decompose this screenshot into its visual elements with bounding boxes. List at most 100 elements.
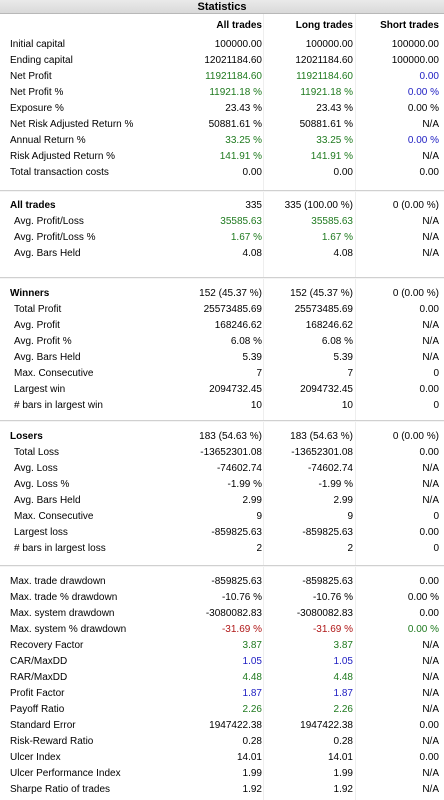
short-trades-value: N/A (422, 736, 439, 747)
short-trades-value: 0.00 (419, 576, 439, 587)
stat-label: Total transaction costs (10, 167, 109, 178)
stat-row: Avg. Loss -74602.74 -74602.74 N/A (0, 460, 444, 476)
short-trades-value: N/A (422, 336, 439, 347)
short-trades-value: N/A (422, 216, 439, 227)
stat-label: # bars in largest win (14, 400, 103, 411)
all-trades-value: 14.01 (236, 752, 262, 763)
stat-label: Losers (10, 431, 43, 442)
stat-label: Avg. Profit/Loss % (14, 232, 96, 243)
short-trades-value: 0.00 (419, 71, 439, 82)
short-trades-value: N/A (422, 232, 439, 243)
short-trades-value: 0 (0.00 %) (392, 431, 439, 442)
stat-row: Risk-Reward Ratio 0.28 0.28 N/A (0, 733, 444, 749)
long-trades-value: 4.48 (333, 672, 353, 683)
drawdown-section: Max. trade drawdown -859825.63 -859825.63 0… (0, 573, 444, 797)
stat-label: Max. trade % drawdown (10, 592, 118, 603)
long-trades-value: 2094732.45 (300, 384, 353, 395)
losers-section: Losers 183 (54.63 %) 183 (54.63 %) 0 (0.00 … (0, 428, 444, 556)
stat-label: Ulcer Performance Index (10, 768, 121, 779)
stat-row: Exposure % 23.43 % 23.43 % 0.00 % (0, 100, 444, 116)
all-trades-value: 335 (245, 200, 262, 211)
short-trades-value: 0.00 (419, 384, 439, 395)
long-trades-value: 23.43 % (316, 103, 353, 114)
long-trades-value: 141.91 % (310, 151, 353, 162)
long-trades-value: -3080082.83 (296, 608, 353, 619)
all-trades-value: 4.48 (242, 672, 262, 683)
all-trades-value: 2.99 (242, 495, 262, 506)
stat-label: Largest loss (14, 527, 68, 538)
stat-label: Total Loss (14, 447, 60, 458)
stat-row: Net Profit 11921184.60 11921184.60 0.00 (0, 68, 444, 84)
all-trades-value: 0.00 (242, 167, 262, 178)
stat-label: Total Profit (14, 304, 62, 315)
stat-label: Max. system % drawdown (10, 624, 127, 635)
stat-label: Max. Consecutive (14, 368, 94, 379)
stat-row: Largest win 2094732.45 2094732.45 0.00 (0, 381, 444, 397)
all-trades-value: -859825.63 (211, 576, 262, 587)
stat-row: Max. system % drawdown -31.69 % -31.69 % 0.… (0, 621, 444, 637)
stat-row: Total Loss -13652301.08 -13652301.08 0.00 (0, 444, 444, 460)
all-trades-value: 1.05 (242, 656, 262, 667)
column-divider (263, 14, 264, 800)
stat-row: Initial capital 100000.00 100000.00 100000.… (0, 36, 444, 52)
long-trades-value: -1.99 % (318, 479, 353, 490)
all-trades-value: -1.99 % (227, 479, 262, 490)
section-divider (0, 190, 444, 192)
long-trades-value: 1.99 (333, 768, 353, 779)
short-trades-value: 0.00 (419, 720, 439, 731)
short-trades-value: N/A (422, 479, 439, 490)
all-trades-value: 183 (54.63 %) (199, 431, 262, 442)
stat-row: Avg. Profit/Loss 35585.63 35585.63 N/A (0, 213, 444, 229)
stat-row: Total Profit 25573485.69 25573485.69 0.00 (0, 301, 444, 317)
stat-label: Net Risk Adjusted Return % (10, 119, 134, 130)
all-trades-value: 1.92 (242, 784, 262, 795)
all-trades-value: -3080082.83 (205, 608, 262, 619)
stat-row: Largest loss -859825.63 -859825.63 0.00 (0, 524, 444, 540)
short-trades-value: 0 (433, 543, 439, 554)
all-trades-value: -859825.63 (211, 527, 262, 538)
short-trades-value: 0 (433, 400, 439, 411)
section-divider (0, 277, 444, 279)
all-trades-value: 141.91 % (219, 151, 262, 162)
long-trades-value: 1.05 (333, 656, 353, 667)
stat-row: Net Risk Adjusted Return % 50881.61 % 5088… (0, 116, 444, 132)
stat-row: Max. Consecutive 7 7 0 (0, 365, 444, 381)
long-trades-value: 1.87 (333, 688, 353, 699)
long-trades-value: 50881.61 % (299, 119, 353, 130)
long-trades-value: 35585.63 (311, 216, 353, 227)
all-trades-value: 25573485.69 (203, 304, 262, 315)
long-trades-value: 5.39 (333, 352, 353, 363)
stat-row: Ending capital 12021184.60 12021184.60 1000… (0, 52, 444, 68)
all-trades-value: 2 (256, 543, 262, 554)
short-trades-value: N/A (422, 640, 439, 651)
stat-row: Avg. Profit % 6.08 % 6.08 % N/A (0, 333, 444, 349)
stat-label: Avg. Bars Held (14, 248, 81, 259)
short-trades-value: 0.00 (419, 447, 439, 458)
stat-row: Avg. Bars Held 4.08 4.08 N/A (0, 245, 444, 261)
long-trades-value: -31.69 % (312, 624, 353, 635)
all-trades-value: 152 (45.37 %) (199, 288, 262, 299)
short-trades-value: 0.00 (419, 752, 439, 763)
stat-row: Profit Factor 1.87 1.87 N/A (0, 685, 444, 701)
all-trades-value: 2094732.45 (209, 384, 262, 395)
long-trades-value: 9 (347, 511, 353, 522)
stat-row: Avg. Profit 168246.62 168246.62 N/A (0, 317, 444, 333)
all-trades-value: 5.39 (242, 352, 262, 363)
short-trades-value: N/A (422, 704, 439, 715)
long-trades-value: -13652301.08 (291, 447, 353, 458)
short-trades-value: 0.00 (419, 304, 439, 315)
stat-label: Net Profit % (10, 87, 64, 98)
stat-row: # bars in largest loss 2 2 0 (0, 540, 444, 556)
stat-row: Annual Return % 33.25 % 33.25 % 0.00 % (0, 132, 444, 148)
short-trades-value: N/A (422, 784, 439, 795)
stat-label: CAR/MaxDD (10, 656, 68, 667)
stat-row: Ulcer Performance Index 1.99 1.99 N/A (0, 765, 444, 781)
column-header-short-trades: Short trades (380, 20, 439, 31)
stat-row: Risk Adjusted Return % 141.91 % 141.91 % N/… (0, 148, 444, 164)
long-trades-value: 152 (45.37 %) (290, 288, 353, 299)
short-trades-value: 100000.00 (391, 39, 439, 50)
stat-row: Net Profit % 11921.18 % 11921.18 % 0.00 % (0, 84, 444, 100)
short-trades-value: N/A (422, 119, 439, 130)
short-trades-value: 0.00 % (407, 624, 439, 635)
stat-row: Winners 152 (45.37 %) 152 (45.37 %) 0 (0.00… (0, 285, 444, 301)
